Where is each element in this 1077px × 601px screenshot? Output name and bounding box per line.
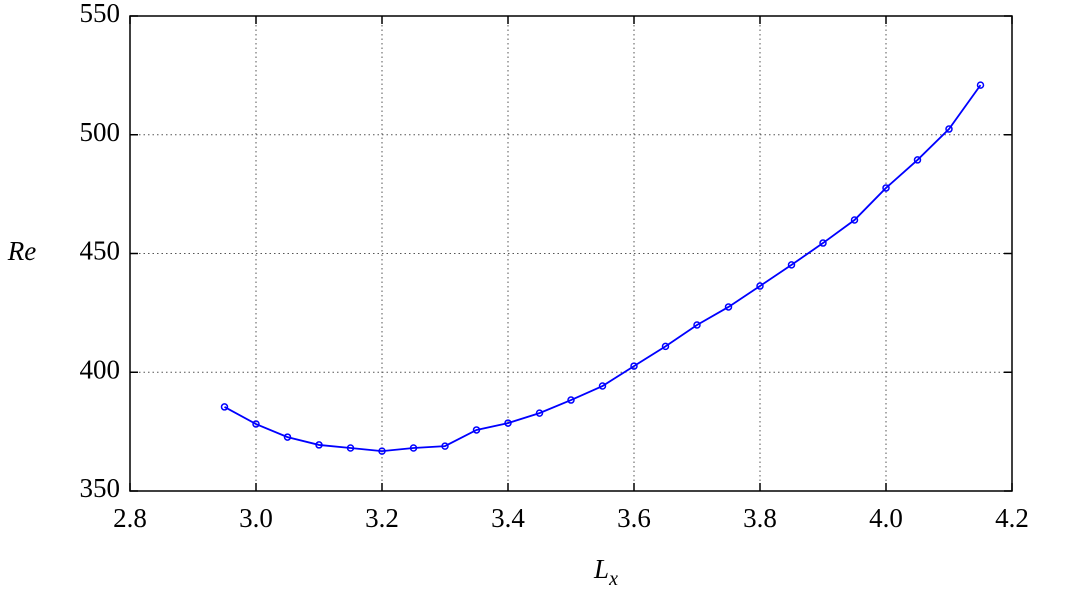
series-line bbox=[224, 84, 982, 453]
data-point bbox=[756, 282, 764, 290]
data-point bbox=[252, 420, 260, 428]
y-tick-label: 500 bbox=[80, 117, 121, 147]
data-point bbox=[567, 396, 575, 404]
data-point bbox=[787, 261, 796, 269]
y-tick-label: 550 bbox=[80, 0, 121, 28]
y-tick-label: 400 bbox=[80, 354, 121, 384]
plot-frame bbox=[129, 15, 1013, 492]
data-point bbox=[945, 125, 953, 133]
data-point bbox=[283, 433, 292, 441]
data-point bbox=[819, 239, 827, 247]
x-axis-label-base: L bbox=[593, 554, 609, 584]
data-point bbox=[346, 444, 355, 452]
data-point bbox=[693, 321, 701, 329]
data-point bbox=[850, 216, 859, 224]
x-tick-label: 3.4 bbox=[491, 503, 525, 533]
data-point bbox=[976, 81, 985, 89]
data-point bbox=[882, 184, 890, 192]
x-tick-label: 2.8 bbox=[113, 503, 147, 533]
data-point bbox=[724, 303, 733, 311]
x-tick-label: 3.6 bbox=[617, 503, 651, 533]
data-point bbox=[315, 441, 323, 449]
data-point bbox=[598, 382, 607, 390]
x-tick-label: 4.0 bbox=[869, 503, 903, 533]
data-point bbox=[378, 447, 386, 455]
data-point bbox=[630, 362, 638, 370]
data-point bbox=[661, 342, 670, 351]
data-point bbox=[409, 444, 418, 452]
data-point bbox=[472, 426, 481, 434]
x-axis-label: Lx bbox=[593, 554, 618, 589]
data-point bbox=[913, 156, 922, 164]
data-point bbox=[441, 442, 449, 450]
x-tick-label: 3.0 bbox=[239, 503, 273, 533]
data-point bbox=[504, 419, 512, 427]
data-point bbox=[535, 409, 544, 417]
y-tick-label: 350 bbox=[80, 473, 121, 503]
y-tick-label: 450 bbox=[80, 236, 121, 266]
x-axis-label-subscript: x bbox=[608, 568, 618, 590]
x-tick-label: 3.2 bbox=[365, 503, 399, 533]
y-axis-label: Re bbox=[7, 236, 36, 266]
x-tick-label: 4.2 bbox=[995, 503, 1029, 533]
x-tick-label: 3.8 bbox=[743, 503, 777, 533]
data-point bbox=[220, 403, 229, 411]
